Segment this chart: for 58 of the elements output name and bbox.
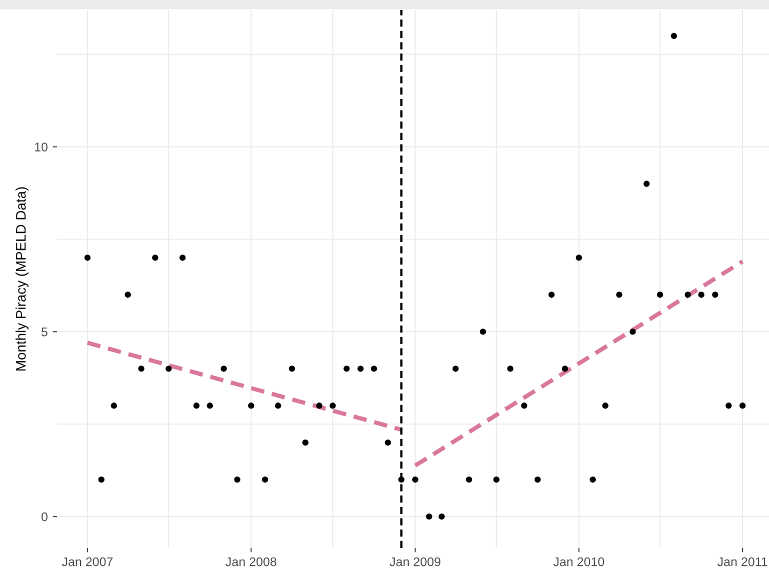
point	[438, 513, 445, 520]
point	[384, 440, 391, 446]
point	[670, 32, 678, 39]
point	[726, 402, 732, 409]
point	[480, 328, 486, 335]
point	[656, 292, 664, 298]
point	[110, 402, 118, 409]
point	[521, 402, 528, 409]
point	[562, 366, 568, 372]
y-tick-label: 0	[42, 512, 48, 522]
x-tick-label: Jan 2009	[390, 557, 440, 566]
point	[220, 366, 227, 372]
y-tick-label: 5	[42, 328, 48, 336]
point	[712, 292, 718, 298]
point	[412, 476, 418, 483]
point	[248, 402, 254, 409]
x-tick-label: Jan 2007	[62, 557, 113, 566]
point	[493, 476, 500, 483]
x-tick-label: Jan 2008	[226, 557, 276, 566]
point	[98, 476, 104, 483]
point	[357, 366, 364, 372]
point	[426, 513, 432, 520]
point	[452, 366, 459, 372]
point	[643, 180, 650, 187]
point	[344, 366, 350, 372]
point	[274, 402, 282, 409]
point	[616, 292, 622, 298]
point	[507, 366, 514, 372]
point	[576, 254, 582, 261]
point	[84, 254, 91, 261]
point	[288, 366, 296, 372]
point	[398, 476, 404, 483]
point	[602, 402, 608, 409]
x-tick-label: Jan 2010	[553, 557, 604, 566]
point	[206, 402, 213, 409]
point	[166, 366, 172, 372]
point	[138, 366, 144, 372]
point	[548, 292, 555, 298]
point	[630, 328, 636, 335]
point	[534, 476, 541, 483]
point	[302, 440, 308, 446]
point	[193, 402, 200, 409]
point	[466, 476, 472, 483]
point	[684, 292, 691, 298]
point	[316, 402, 322, 409]
point	[152, 254, 158, 261]
point	[370, 366, 378, 372]
point	[234, 476, 240, 483]
point	[330, 402, 336, 409]
point	[262, 476, 268, 483]
point	[124, 292, 131, 298]
point	[179, 254, 186, 261]
x-tick-label: Jan 2011	[717, 557, 768, 566]
y-axis-title: Monthly Piracy (MPELD Data)	[16, 187, 29, 370]
y-tick-label: 10	[35, 142, 48, 152]
point	[739, 402, 746, 409]
point	[698, 292, 704, 298]
point	[590, 476, 596, 483]
